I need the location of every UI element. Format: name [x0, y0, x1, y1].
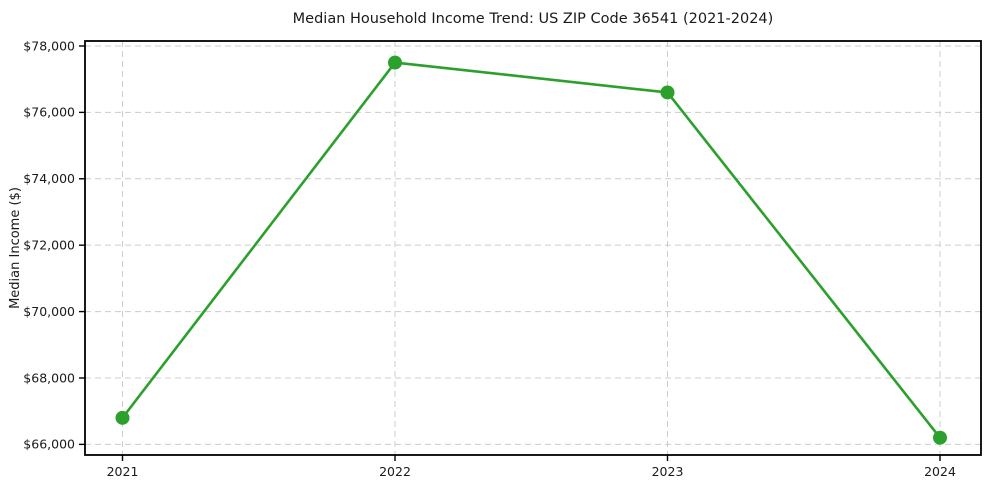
axes: $66,000 $68,000 $70,000 $72,000 $74,000 $76,0… — [23, 38, 982, 479]
x-tick-label: 2023 — [652, 464, 684, 479]
data-point-2022 — [388, 55, 402, 70]
x-tick-label: 2022 — [379, 464, 411, 479]
y-tick-label: $78,000 — [23, 38, 75, 53]
chart-title: Median Household Income Trend: US ZIP Co… — [293, 11, 774, 27]
x-tick-label: 2024 — [924, 464, 956, 479]
plot-border — [84, 40, 982, 456]
income-trend-line — [121, 61, 942, 440]
y-tick-label: $66,000 — [23, 437, 75, 452]
data-series — [115, 55, 947, 445]
y-tick-label: $70,000 — [23, 304, 75, 319]
y-axis-label: Median Income ($) — [8, 187, 23, 309]
y-tick-label: $74,000 — [23, 171, 75, 186]
data-point-2023 — [660, 85, 675, 100]
x-tick-label: 2021 — [107, 464, 139, 479]
data-point-2024 — [933, 430, 947, 445]
data-point-2021 — [115, 410, 130, 425]
y-tick-label: $68,000 — [23, 370, 75, 385]
gridlines — [85, 41, 981, 455]
y-tick-label: $76,000 — [23, 105, 75, 120]
y-tick-label: $72,000 — [23, 237, 75, 252]
